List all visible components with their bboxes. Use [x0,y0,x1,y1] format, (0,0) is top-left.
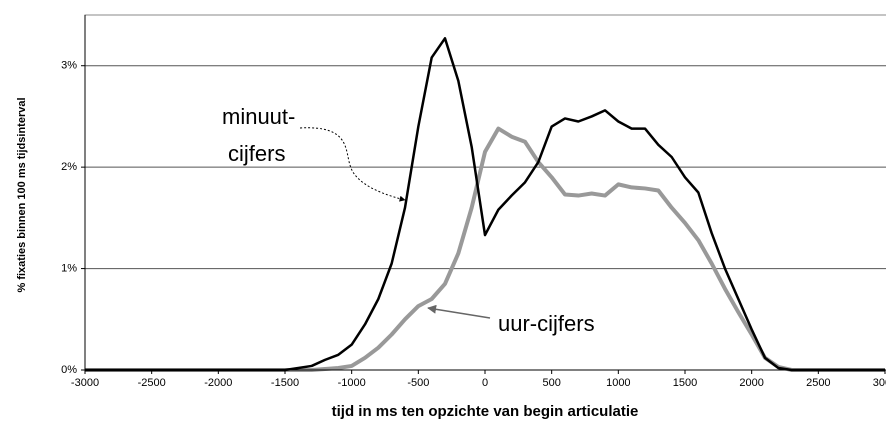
y-tick-label: 0% [61,364,77,376]
x-tick-label: -1500 [271,377,299,389]
x-tick-label: -2500 [138,377,166,389]
series-line [85,126,885,372]
x-tick-label: -1000 [338,377,366,389]
series-line [85,37,885,372]
x-tick-label: 500 [542,377,560,389]
x-tick-label: -2000 [204,377,232,389]
annotation: minuut- [222,104,295,129]
annotation-arrow [427,304,491,319]
x-tick-label: -500 [407,377,429,389]
x-tick-label: 3000 [873,377,886,389]
annotation: cijfers [228,141,285,166]
annotation-arrow [299,127,406,202]
x-tick-label: 0 [482,377,488,389]
x-axis-label: tijd in ms ten opzichte van begin articu… [332,403,639,420]
x-tick-label: -3000 [71,377,99,389]
x-tick-label: 1000 [606,377,630,389]
x-tick-label: 2500 [806,377,830,389]
x-tick-label: 1500 [673,377,697,389]
annotation: uur-cijfers [498,311,595,336]
y-tick-label: 2% [61,161,77,173]
y-tick-label: 1% [61,262,77,274]
y-axis-label: % fixaties binnen 100 ms tijdsinterval [16,97,28,292]
x-tick-label: 2000 [739,377,763,389]
y-tick-label: 3% [61,60,77,72]
